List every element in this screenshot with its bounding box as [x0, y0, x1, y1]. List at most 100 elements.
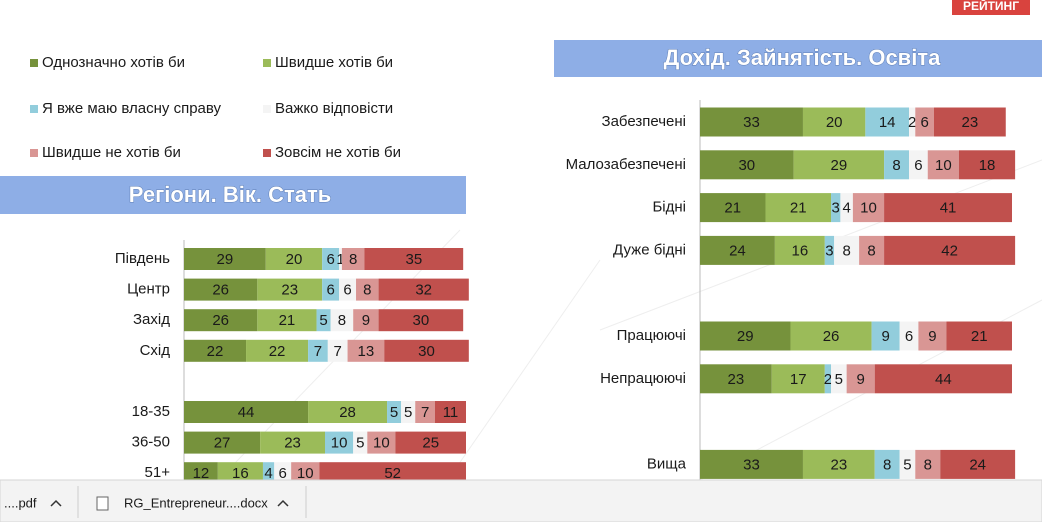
data-label: 5 — [903, 456, 911, 473]
bar-segment — [184, 431, 261, 454]
data-label: 26 — [823, 328, 840, 345]
data-label: 16 — [791, 242, 808, 259]
data-label: 20 — [826, 114, 843, 131]
chevron[interactable] — [277, 499, 289, 507]
bar-segment — [899, 321, 919, 351]
data-label: 27 — [214, 435, 231, 452]
bar-segment — [316, 309, 331, 332]
bar-segment — [802, 449, 875, 479]
chevron[interactable] — [50, 499, 62, 507]
data-label: 4 — [264, 465, 272, 482]
data-label: 10 — [297, 465, 314, 482]
bar-segment — [790, 321, 872, 351]
file-icon — [96, 496, 109, 511]
data-label: 23 — [284, 435, 301, 452]
download-item[interactable]: RG_Entrepreneur....docx — [124, 495, 268, 510]
category-label: Центр — [127, 281, 170, 298]
data-label: 30 — [418, 343, 435, 360]
bar-segment — [831, 193, 841, 223]
data-label: 12 — [193, 465, 210, 482]
bar-segment — [257, 309, 317, 332]
bar-segment — [356, 278, 379, 301]
bar-segment — [184, 462, 218, 485]
download-item[interactable]: ....pdf — [4, 495, 37, 510]
data-label: 8 — [349, 251, 357, 268]
legend-label: Я вже маю власну справу — [42, 100, 222, 117]
bar-segment — [765, 193, 832, 223]
data-label: 9 — [362, 312, 370, 329]
data-label: 22 — [269, 343, 286, 360]
bar-segment — [401, 401, 416, 423]
data-label: 9 — [928, 328, 936, 345]
download-bar: ....pdf RG_Entrepreneur....docx — [0, 479, 1042, 522]
data-label: 20 — [286, 251, 303, 268]
bar-segment — [353, 309, 379, 332]
bar-segment — [871, 321, 900, 351]
data-label: 21 — [724, 200, 741, 217]
bar-segment — [884, 235, 1016, 265]
bar-segment — [353, 431, 368, 454]
logo: РЕЙТИНГ — [963, 0, 1019, 13]
data-label: 44 — [935, 371, 952, 388]
bar-segment — [774, 235, 825, 265]
bar-segment — [700, 193, 766, 223]
bar-segment — [824, 364, 832, 394]
bar-segment — [940, 449, 1016, 479]
bar-segment — [874, 364, 1012, 394]
legend-label: Швидше хотів би — [275, 54, 393, 71]
bar-segment — [934, 107, 1006, 137]
legend-swatch — [263, 105, 271, 113]
download-bar-bg — [0, 479, 1042, 522]
bar-segment — [257, 278, 323, 301]
category-label: Непрацюючі — [600, 370, 686, 387]
data-label: 6 — [326, 282, 334, 299]
bar-segment — [260, 431, 325, 454]
bar-segment — [322, 248, 340, 270]
bar-segment — [918, 321, 947, 351]
data-label: 52 — [384, 465, 401, 482]
category-label: Вища — [647, 455, 687, 472]
logo-box — [952, 0, 1030, 15]
bar-segment — [378, 278, 469, 301]
bar-segment — [434, 401, 466, 423]
data-label: 7 — [421, 404, 429, 421]
data-label: 30 — [738, 157, 755, 174]
data-label: 7 — [314, 343, 322, 360]
legend-swatch — [30, 59, 38, 67]
legend-label: Важко відповісти — [275, 100, 393, 117]
data-label: 26 — [212, 312, 229, 329]
data-label: 42 — [941, 242, 958, 259]
bar-segment — [327, 339, 348, 362]
data-label: 5 — [835, 371, 843, 388]
bar-segment — [859, 235, 885, 265]
bar-segment — [700, 150, 794, 180]
chart-title: Регіони. Вік. Стать — [129, 182, 332, 207]
data-label: 10 — [935, 157, 952, 174]
legend-swatch — [263, 149, 271, 157]
data-label: 3 — [832, 200, 840, 217]
bar-segment — [184, 309, 258, 332]
category-label: Захід — [133, 311, 170, 328]
bar-segment — [840, 193, 853, 223]
data-label: 17 — [790, 371, 807, 388]
bar-segment — [339, 248, 342, 270]
category-label: Схід — [140, 342, 171, 359]
chart-title: Дохід. Зайнятість. Освіта — [664, 45, 941, 70]
data-label: 23 — [728, 371, 745, 388]
data-label: 35 — [405, 251, 422, 268]
data-label: 5 — [356, 435, 364, 452]
legend: Однозначно хотів би Швидше хотів би Я вже … — [30, 54, 401, 161]
data-label: 21 — [790, 200, 807, 217]
bar-segment — [884, 150, 910, 180]
data-label: 44 — [238, 404, 255, 421]
data-label: 41 — [940, 200, 957, 217]
data-label: 33 — [743, 456, 760, 473]
title-bar — [554, 40, 1042, 77]
bar-segment — [700, 235, 775, 265]
data-label: 6 — [914, 157, 922, 174]
bar-segment — [909, 107, 916, 137]
bar-segment — [700, 364, 772, 394]
bar-segment — [184, 401, 309, 423]
bar-segment — [700, 449, 803, 479]
bar-segment — [384, 339, 469, 362]
